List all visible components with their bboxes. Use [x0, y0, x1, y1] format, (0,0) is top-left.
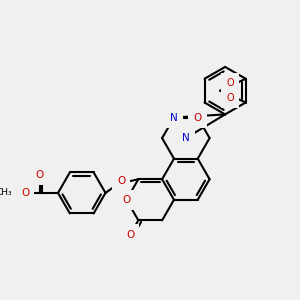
Text: O: O — [36, 170, 44, 180]
Text: O: O — [226, 93, 234, 103]
Text: O: O — [226, 78, 234, 88]
Text: O: O — [21, 188, 29, 198]
Text: CH₃: CH₃ — [0, 188, 12, 197]
Text: O: O — [117, 176, 125, 186]
Text: N: N — [182, 133, 190, 143]
Text: O: O — [122, 195, 130, 205]
Text: O: O — [126, 230, 134, 240]
Text: N: N — [170, 112, 178, 122]
Text: O: O — [194, 112, 202, 122]
